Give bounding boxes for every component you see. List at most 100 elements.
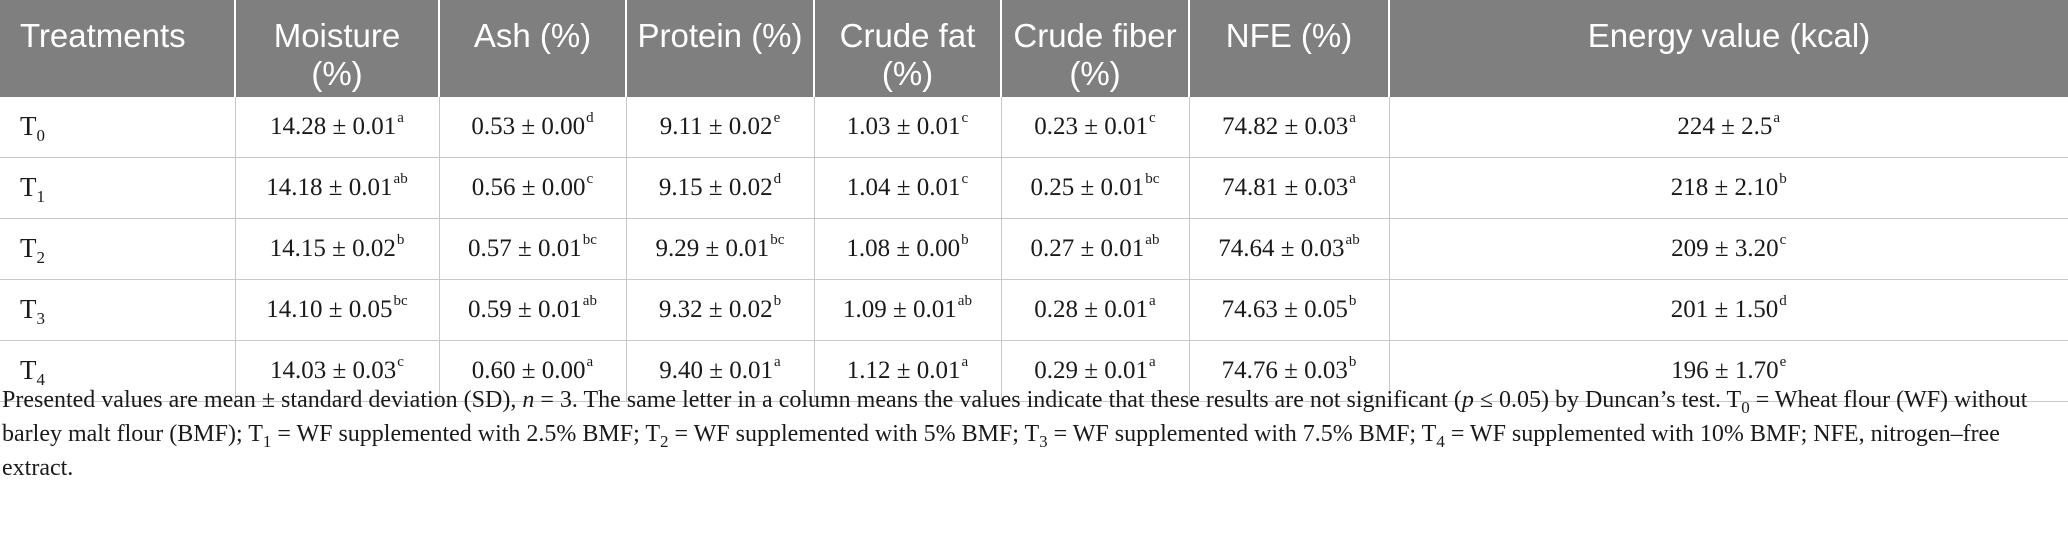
footnote-n: n: [522, 387, 535, 413]
footnote-text: = WF supplemented with 10% BMF; NFE, nit…: [2, 421, 2000, 481]
significance-letter: d: [1779, 292, 1787, 309]
cell-value: 209 ± 3.20: [1671, 234, 1779, 262]
significance-letter: b: [1348, 292, 1357, 309]
significance-letter: c: [961, 170, 969, 187]
cell-value: 14.03 ± 0.03: [270, 356, 397, 384]
treatment-label: T: [20, 233, 37, 263]
significance-letter: c: [397, 353, 404, 370]
table-row: T1 14.18 ± 0.01ab 0.56 ± 0.00c 9.15 ± 0.02d…: [0, 157, 2068, 219]
protein-cell: 9.15 ± 0.02d: [625, 157, 814, 219]
treatment-subscript: 2: [36, 248, 46, 267]
header-ash: Ash (%): [438, 0, 626, 96]
protein-cell: 9.11 ± 0.02e: [625, 95, 814, 158]
significance-letter: a: [961, 353, 969, 370]
significance-letter: d: [586, 109, 594, 126]
footnote-subscript: 0: [1741, 398, 1750, 417]
header-crude-fat: Crude fat (%): [813, 0, 1001, 96]
cell-value: 9.11 ± 0.02: [659, 112, 773, 140]
significance-letter: bc: [393, 292, 408, 309]
footnote-text: Presented values are mean ± standard dev…: [2, 387, 523, 413]
significance-letter: bc: [582, 231, 597, 248]
cell-value: 196 ± 1.70: [1671, 356, 1779, 384]
cell-value: 9.32 ± 0.02: [658, 295, 773, 323]
ash-cell: 0.59 ± 0.01ab: [438, 279, 626, 341]
cell-value: 1.12 ± 0.01: [846, 356, 961, 384]
crude-fiber-cell: 0.25 ± 0.01bc: [1000, 157, 1189, 219]
treatment-cell: T0: [0, 95, 235, 158]
cell-value: 74.63 ± 0.05: [1221, 295, 1348, 323]
treatment-subscript: 4: [36, 370, 46, 389]
energy-value-cell: 209 ± 3.20c: [1388, 218, 2068, 280]
significance-letter: c: [1779, 231, 1787, 248]
significance-letter: b: [1779, 170, 1787, 187]
cell-value: 224 ± 2.5: [1677, 112, 1773, 140]
footnote-text: = 3. The same letter in a column means t…: [534, 387, 1462, 413]
significance-letter: c: [1149, 109, 1156, 126]
table-row: T4 14.03 ± 0.03c 0.60 ± 0.00a 9.40 ± 0.01a 1…: [0, 340, 2068, 402]
moisture-cell: 14.18 ± 0.01ab: [234, 157, 439, 219]
table-footnote: Presented values are mean ± standard dev…: [2, 384, 2042, 485]
nfe-cell: 74.76 ± 0.03b: [1188, 340, 1389, 402]
significance-letter: c: [586, 170, 594, 187]
significance-letter: bc: [1145, 170, 1160, 187]
cell-value: 74.82 ± 0.03: [1222, 112, 1349, 140]
protein-cell: 9.29 ± 0.01bc: [625, 218, 814, 280]
cell-value: 74.81 ± 0.03: [1222, 173, 1349, 201]
crude-fiber-cell: 0.23 ± 0.01c: [1000, 95, 1189, 158]
crude-fat-cell: 1.08 ± 0.00b: [813, 218, 1001, 280]
significance-letter: a: [397, 109, 404, 126]
treatment-cell: T4: [0, 340, 235, 402]
footnote-subscript: 3: [1039, 432, 1048, 451]
header-treatments: Treatments: [0, 0, 235, 96]
significance-letter: a: [1773, 109, 1781, 126]
cell-value: 1.09 ± 0.01: [843, 295, 957, 323]
significance-letter: b: [396, 231, 405, 248]
protein-cell: 9.32 ± 0.02b: [625, 279, 814, 341]
cell-value: 0.28 ± 0.01: [1034, 295, 1149, 323]
significance-letter: b: [961, 231, 969, 248]
header-crude-fiber: Crude fiber (%): [1000, 0, 1189, 96]
moisture-cell: 14.28 ± 0.01a: [234, 95, 439, 158]
ash-cell: 0.53 ± 0.00d: [438, 95, 626, 158]
header-energy-value: Energy value (kcal): [1388, 0, 2068, 96]
energy-value-cell: 201 ± 1.50d: [1388, 279, 2068, 341]
significance-letter: ab: [1145, 231, 1160, 248]
cell-value: 14.28 ± 0.01: [270, 112, 397, 140]
table-row: T0 14.28 ± 0.01a 0.53 ± 0.00d 9.11 ± 0.02e 1…: [0, 95, 2068, 158]
footnote-subscript: 2: [660, 432, 669, 451]
significance-letter: ab: [1345, 231, 1360, 248]
cell-value: 0.53 ± 0.00: [471, 112, 586, 140]
cell-value: 1.04 ± 0.01: [846, 173, 961, 201]
significance-letter: e: [1779, 353, 1787, 370]
crude-fiber-cell: 0.27 ± 0.01ab: [1000, 218, 1189, 280]
crude-fat-cell: 1.09 ± 0.01ab: [813, 279, 1001, 341]
treatment-label: T: [20, 172, 37, 202]
energy-value-cell: 196 ± 1.70e: [1388, 340, 2068, 402]
cell-value: 0.25 ± 0.01: [1030, 173, 1145, 201]
crude-fiber-cell: 0.28 ± 0.01a: [1000, 279, 1189, 341]
cell-value: 1.03 ± 0.01: [846, 112, 961, 140]
treatment-subscript: 1: [36, 187, 46, 206]
cell-value: 0.56 ± 0.00: [471, 173, 586, 201]
table-body: T0 14.28 ± 0.01a 0.53 ± 0.00d 9.11 ± 0.02e 1…: [0, 95, 2068, 402]
treatment-cell: T2: [0, 218, 235, 280]
cell-value: 14.18 ± 0.01: [266, 173, 393, 201]
composition-table: Treatments Moisture (%) Ash (%) Protein …: [0, 0, 2068, 402]
significance-letter: b: [773, 292, 782, 309]
footnote-text: = WF supplemented with 7.5% BMF; T: [1047, 421, 1437, 447]
footnote-subscript: 4: [1436, 432, 1445, 451]
significance-letter: a: [586, 353, 594, 370]
significance-letter: d: [773, 170, 782, 187]
cell-value: 218 ± 2.10: [1670, 173, 1779, 201]
ash-cell: 0.57 ± 0.01bc: [438, 218, 626, 280]
cell-value: 201 ± 1.50: [1670, 295, 1779, 323]
header-moisture: Moisture (%): [234, 0, 439, 96]
nfe-cell: 74.63 ± 0.05b: [1188, 279, 1389, 341]
cell-value: 0.57 ± 0.01: [468, 234, 582, 262]
cell-value: 0.59 ± 0.01: [468, 295, 582, 323]
table-row: T3 14.10 ± 0.05bc 0.59 ± 0.01ab 9.32 ± 0.02…: [0, 279, 2068, 341]
crude-fat-cell: 1.04 ± 0.01c: [813, 157, 1001, 219]
treatment-label: T: [20, 111, 37, 142]
moisture-cell: 14.03 ± 0.03c: [234, 340, 439, 402]
treatment-label: T: [20, 355, 37, 385]
